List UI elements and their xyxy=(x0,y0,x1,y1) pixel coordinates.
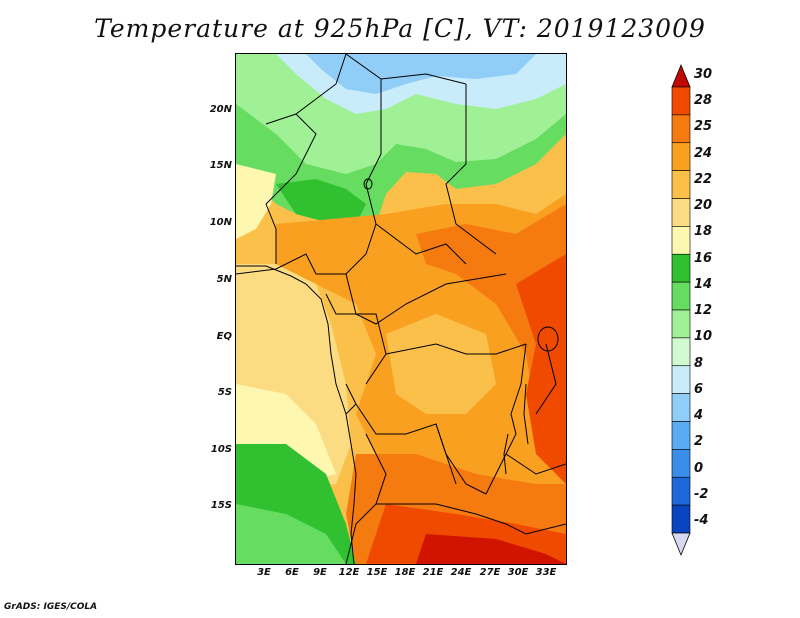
lon-label-30e: 30E xyxy=(507,567,529,578)
field-north-darkgreen xyxy=(276,179,366,224)
colorbar-label: 8 xyxy=(694,355,704,371)
colorbar-segment xyxy=(671,421,691,450)
field-east-darkorange xyxy=(416,204,566,414)
lon-label-12e: 12E xyxy=(338,567,360,578)
lat-label-5s: 5S xyxy=(217,387,232,398)
colorbar-label: 14 xyxy=(694,276,713,292)
lon-label-15e: 15E xyxy=(366,567,388,578)
colorbar-arrow-top xyxy=(671,63,691,88)
colorbar-segment xyxy=(671,253,691,283)
colorbar-label: 30 xyxy=(694,67,713,82)
colorbar-segment xyxy=(671,476,691,506)
field-north-blue xyxy=(306,54,536,94)
lat-label-10s: 10S xyxy=(210,444,232,455)
colorbar-segment xyxy=(671,504,691,534)
colorbar-segment xyxy=(671,337,691,367)
colorbar-label: 16 xyxy=(694,250,713,266)
colorbar-label: 10 xyxy=(694,329,713,345)
colorbar-label: 12 xyxy=(694,303,713,319)
colorbar-segment xyxy=(671,365,691,394)
lat-label-5n: 5N xyxy=(216,274,232,285)
field-west-pale xyxy=(236,164,276,239)
lakes xyxy=(363,178,559,475)
colorbar-segment xyxy=(671,309,691,339)
lon-label-6e: 6E xyxy=(285,567,299,578)
lat-label-10n: 10N xyxy=(209,217,232,228)
credit-text: GrADS: IGES/COLA xyxy=(4,602,98,612)
colorbar-label: -4 xyxy=(694,513,709,528)
colorbar-label: 25 xyxy=(694,119,713,135)
field-cuvette-lighter xyxy=(386,314,496,414)
field-east-red xyxy=(516,254,566,484)
coastline xyxy=(236,265,357,564)
colorbar xyxy=(671,63,691,557)
lon-label-33e: 33E xyxy=(535,567,557,578)
colorbar-arrow-bottom xyxy=(671,532,691,557)
lat-label-15n: 15N xyxy=(209,160,232,171)
colorbar-label: 18 xyxy=(694,224,713,240)
lon-label-3e: 3E xyxy=(257,567,271,578)
colorbar-segment xyxy=(671,281,691,311)
lat-label-20n: 20N xyxy=(209,104,232,115)
colorbar-segment xyxy=(671,393,691,422)
colorbar-segment xyxy=(671,198,691,227)
colorbar-segment xyxy=(671,449,691,478)
colorbar-label: 20 xyxy=(694,198,713,214)
colorbar-segment xyxy=(671,86,691,116)
colorbar-segment xyxy=(671,142,691,171)
colorbar-label: 2 xyxy=(694,434,704,450)
lon-label-9e: 9E xyxy=(313,567,327,578)
lat-label-15s: 15S xyxy=(210,500,232,511)
colorbar-segment xyxy=(671,170,691,199)
lon-label-21e: 21E xyxy=(422,567,444,578)
colorbar-label: 24 xyxy=(694,145,713,161)
temperature-field xyxy=(236,54,566,564)
colorbar-label: 22 xyxy=(694,171,713,187)
colorbar-label: -2 xyxy=(694,486,709,502)
colorbar-segment xyxy=(671,114,691,144)
colorbar-label: 6 xyxy=(694,381,704,397)
lon-label-24e: 24E xyxy=(450,567,472,578)
colorbar-label: 28 xyxy=(694,93,713,109)
country-borders xyxy=(236,54,566,564)
colorbar-segment xyxy=(671,226,691,255)
field-sw-lightgreen xyxy=(236,504,346,564)
temperature-map xyxy=(235,53,567,565)
field-south-darkred xyxy=(416,534,566,564)
map-title: Temperature at 925hPa [C], VT: 201912300… xyxy=(94,14,706,43)
colorbar-label: 0 xyxy=(694,460,704,476)
lon-label-27e: 27E xyxy=(479,567,501,578)
lon-label-18e: 18E xyxy=(394,567,416,578)
colorbar-label: 4 xyxy=(694,408,704,424)
lat-label-eq: EQ xyxy=(216,331,232,342)
